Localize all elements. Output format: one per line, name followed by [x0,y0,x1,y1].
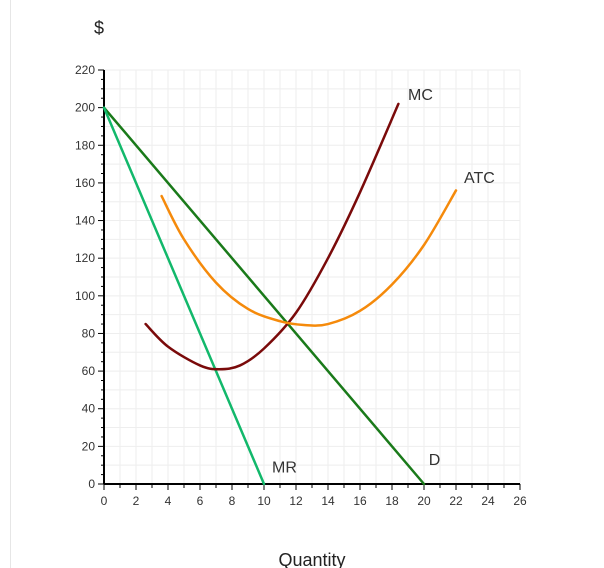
series-d-line [102,106,426,486]
chart-panel [10,0,604,568]
curve-label-mc: MC [408,87,433,104]
y-tick-label: 60 [82,364,96,378]
x-tick-label: 22 [449,494,463,508]
y-tick-label: 200 [75,101,95,115]
y-tick-label: 40 [82,402,96,416]
y-tick-label: 100 [75,289,95,303]
y-tick-labels: 0 20 40 60 80 100 120 140 160 180 200 220 [75,63,95,491]
x-tick-label: 20 [417,494,431,508]
curve-label-atc: ATC [464,170,495,187]
series-mr-line [102,106,266,486]
y-tick-label: 20 [82,439,96,453]
x-tick-label: 0 [101,494,108,508]
y-tick-label: 120 [75,251,95,265]
x-tick-label: 10 [257,494,271,508]
x-tick-label: 6 [197,494,204,508]
grid [103,69,521,485]
x-tick-label: 8 [229,494,236,508]
curve-label-d: D [429,452,441,469]
x-tick-label: 18 [385,494,399,508]
y-axis-title: $ [94,18,104,38]
x-tick-label: 12 [289,494,303,508]
curve-label-mr: MR [272,460,297,477]
x-axis-title: Quantity [278,550,345,568]
series-atc-line [160,189,458,327]
tick-marks [98,69,521,490]
y-tick-label: 140 [75,214,95,228]
x-tick-label: 2 [133,494,140,508]
y-tick-label: 180 [75,138,95,152]
x-tick-label: 24 [481,494,495,508]
y-tick-label: 160 [75,176,95,190]
series-lines [102,102,458,486]
y-tick-label: 80 [82,326,96,340]
x-tick-labels: 0 2 4 6 8 10 12 14 16 18 20 22 24 26 [101,494,527,508]
y-tick-label: 220 [75,63,95,77]
x-tick-label: 16 [353,494,367,508]
x-tick-label: 26 [513,494,527,508]
series-mc-line [144,102,400,371]
curve-labels: MC ATC D MR [272,87,495,477]
x-tick-label: 14 [321,494,335,508]
y-tick-label: 0 [88,477,95,491]
x-tick-label: 4 [165,494,172,508]
